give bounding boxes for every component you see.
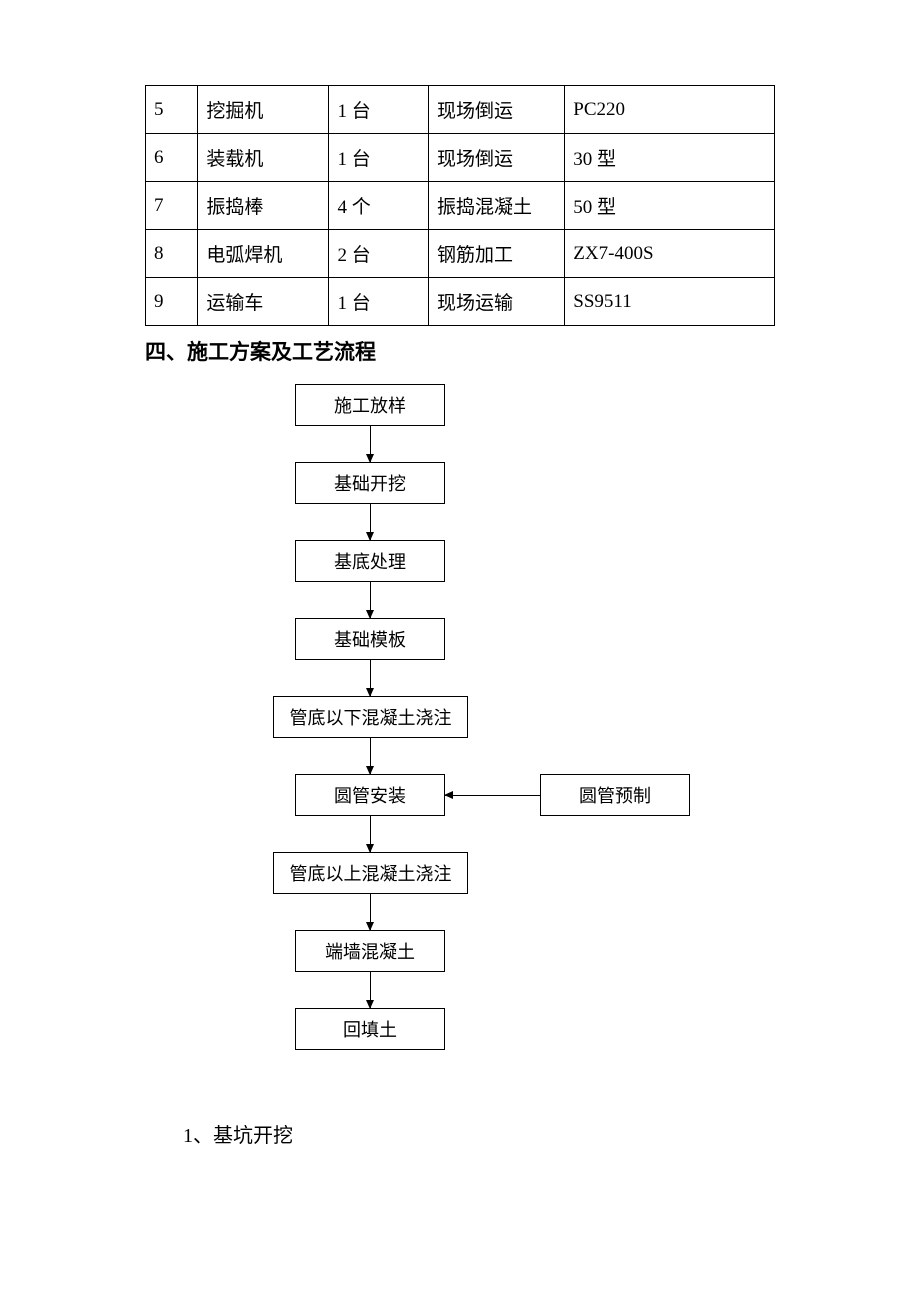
cell-qty: 1 台 (329, 278, 429, 326)
cell-qty: 1 台 (329, 86, 429, 134)
cell-model: SS9511 (565, 278, 775, 326)
flow-node-step4: 基础模板 (295, 618, 445, 660)
cell-index: 8 (146, 230, 198, 278)
cell-qty: 1 台 (329, 134, 429, 182)
cell-index: 9 (146, 278, 198, 326)
cell-use: 现场倒运 (429, 86, 565, 134)
flow-node-step2: 基础开挖 (295, 462, 445, 504)
flow-arrow-down-icon (370, 738, 371, 774)
cell-name: 运输车 (198, 278, 329, 326)
flow-node-step9: 回填土 (295, 1008, 445, 1050)
cell-name: 振捣棒 (198, 182, 329, 230)
table-row: 9 运输车 1 台 现场运输 SS9511 (146, 278, 775, 326)
flow-node-step6: 圆管安装 (295, 774, 445, 816)
cell-index: 7 (146, 182, 198, 230)
cell-use: 现场倒运 (429, 134, 565, 182)
cell-model: 50 型 (565, 182, 775, 230)
section-heading: 四、施工方案及工艺流程 (145, 336, 775, 366)
flow-node-step1: 施工放样 (295, 384, 445, 426)
table-row: 5 挖掘机 1 台 现场倒运 PC220 (146, 86, 775, 134)
table-row: 7 振捣棒 4 个 振捣混凝土 50 型 (146, 182, 775, 230)
flow-arrow-down-icon (370, 504, 371, 540)
cell-qty: 2 台 (329, 230, 429, 278)
flow-arrow-down-icon (370, 894, 371, 930)
flow-arrow-down-icon (370, 426, 371, 462)
flow-arrow-down-icon (370, 660, 371, 696)
cell-index: 6 (146, 134, 198, 182)
flow-node-side-prefab: 圆管预制 (540, 774, 690, 816)
cell-index: 5 (146, 86, 198, 134)
table-row: 8 电弧焊机 2 台 钢筋加工 ZX7-400S (146, 230, 775, 278)
flow-node-step3: 基底处理 (295, 540, 445, 582)
flow-node-step7: 管底以上混凝土浇注 (273, 852, 468, 894)
cell-name: 装载机 (198, 134, 329, 182)
cell-model: ZX7-400S (565, 230, 775, 278)
cell-name: 电弧焊机 (198, 230, 329, 278)
flow-arrow-down-icon (370, 582, 371, 618)
cell-name: 挖掘机 (198, 86, 329, 134)
flow-node-step8: 端墙混凝土 (295, 930, 445, 972)
subsection-heading: 1、基坑开挖 (145, 1119, 775, 1148)
cell-model: PC220 (565, 86, 775, 134)
cell-use: 现场运输 (429, 278, 565, 326)
cell-model: 30 型 (565, 134, 775, 182)
cell-use: 钢筋加工 (429, 230, 565, 278)
equipment-table: 5 挖掘机 1 台 现场倒运 PC220 6 装载机 1 台 现场倒运 30 型… (145, 85, 775, 326)
cell-use: 振捣混凝土 (429, 182, 565, 230)
table-row: 6 装载机 1 台 现场倒运 30 型 (146, 134, 775, 182)
process-flowchart: 施工放样 基础开挖 基底处理 基础模板 管底以下混凝土浇注 圆管安装 圆管预制 … (145, 384, 775, 1084)
flow-arrow-left-icon (445, 795, 540, 796)
flow-node-step5: 管底以下混凝土浇注 (273, 696, 468, 738)
cell-qty: 4 个 (329, 182, 429, 230)
flow-arrow-down-icon (370, 972, 371, 1008)
flow-arrow-down-icon (370, 816, 371, 852)
